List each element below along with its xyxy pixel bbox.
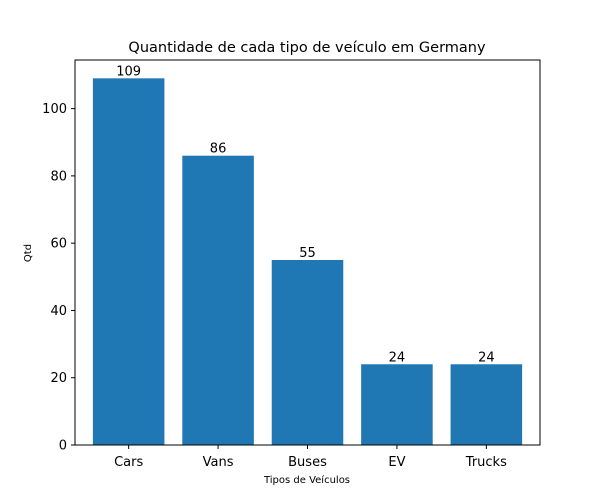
- x-tick-label-cars: Cars: [114, 455, 143, 470]
- bar-buses: [271, 259, 344, 445]
- x-axis: Cars Vans Buses EV Trucks: [114, 445, 507, 470]
- y-axis-label: Qtd: [23, 244, 34, 262]
- y-tick-label-60: 60: [50, 237, 67, 252]
- y-tick-label-20: 20: [50, 371, 67, 386]
- data-label-trucks: 24: [478, 350, 495, 365]
- plot-area: 109 86 55 24 24: [74, 59, 541, 446]
- y-tick-label-40: 40: [50, 304, 67, 319]
- y-axis: 0 20 40 60 80 100: [42, 102, 75, 454]
- x-tick-label-ev: EV: [388, 455, 405, 470]
- data-label-buses: 55: [299, 246, 316, 261]
- bar-trucks: [450, 364, 523, 445]
- y-tick-label-100: 100: [42, 102, 67, 117]
- y-tick-label-80: 80: [50, 169, 67, 184]
- x-tick-label-vans: Vans: [203, 455, 234, 470]
- data-labels-layer: 109 86 55 24 24: [116, 64, 494, 365]
- x-axis-label: Tipos de Veículos: [263, 474, 350, 486]
- y-tick-label-0: 0: [59, 439, 67, 454]
- x-tick-label-trucks: Trucks: [465, 455, 507, 470]
- data-label-cars: 109: [116, 64, 141, 79]
- bar-cars: [92, 78, 165, 445]
- data-label-vans: 86: [210, 142, 227, 157]
- data-label-ev: 24: [389, 350, 406, 365]
- bar-vans: [182, 155, 254, 445]
- bars-layer: [92, 78, 523, 445]
- bar-ev: [361, 364, 433, 445]
- chart-title: Quantidade de cada tipo de veículo em Ge…: [128, 40, 486, 56]
- x-tick-label-buses: Buses: [288, 455, 327, 470]
